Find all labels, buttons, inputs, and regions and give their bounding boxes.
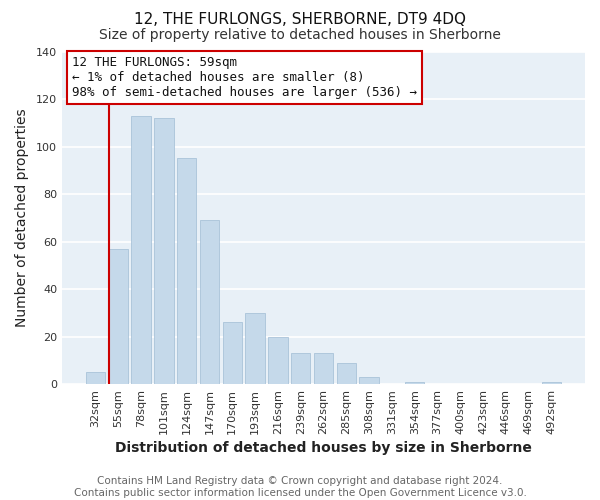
Bar [200, 220, 219, 384]
Bar [359, 377, 379, 384]
Bar [314, 353, 333, 384]
Bar [337, 362, 356, 384]
Bar [223, 322, 242, 384]
Text: 12, THE FURLONGS, SHERBORNE, DT9 4DQ: 12, THE FURLONGS, SHERBORNE, DT9 4DQ [134, 12, 466, 28]
Text: Contains HM Land Registry data © Crown copyright and database right 2024.
Contai: Contains HM Land Registry data © Crown c… [74, 476, 526, 498]
Bar [131, 116, 151, 384]
Bar [405, 382, 424, 384]
Bar [268, 336, 287, 384]
Bar [542, 382, 561, 384]
X-axis label: Distribution of detached houses by size in Sherborne: Distribution of detached houses by size … [115, 441, 532, 455]
Bar [109, 248, 128, 384]
Text: Size of property relative to detached houses in Sherborne: Size of property relative to detached ho… [99, 28, 501, 42]
Y-axis label: Number of detached properties: Number of detached properties [15, 108, 29, 327]
Bar [154, 118, 173, 384]
Text: 12 THE FURLONGS: 59sqm
← 1% of detached houses are smaller (8)
98% of semi-detac: 12 THE FURLONGS: 59sqm ← 1% of detached … [73, 56, 418, 100]
Bar [245, 313, 265, 384]
Bar [86, 372, 105, 384]
Bar [177, 158, 196, 384]
Bar [291, 353, 310, 384]
